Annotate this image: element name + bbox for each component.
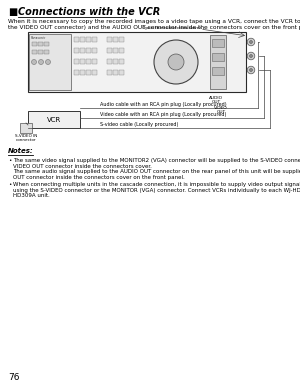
Text: Notes:: Notes:: [8, 148, 34, 154]
Text: the VIDEO OUT connector) and the AUDIO OUT connector inside the connectors cover: the VIDEO OUT connector) and the AUDIO O…: [8, 25, 300, 30]
Bar: [86, 48, 91, 53]
Text: S-video cable (Locally procured): S-video cable (Locally procured): [100, 122, 178, 127]
Bar: [38, 50, 43, 54]
Text: AUDIO: AUDIO: [209, 96, 223, 100]
Circle shape: [250, 40, 253, 44]
Circle shape: [168, 54, 184, 70]
Bar: [20, 123, 32, 133]
Text: When connecting multiple units in the cascade connection, it is impossible to su: When connecting multiple units in the ca…: [13, 182, 300, 187]
Bar: [210, 35, 226, 89]
Bar: [113, 70, 118, 75]
Bar: [107, 59, 112, 63]
Bar: [38, 42, 43, 46]
Bar: [119, 59, 124, 63]
Bar: [86, 70, 91, 75]
Bar: [107, 37, 112, 42]
Text: Open the connectors cover.: Open the connectors cover.: [142, 26, 202, 30]
Text: The same video signal supplied to the MONITOR2 (VGA) connector will be supplied : The same video signal supplied to the MO…: [13, 158, 300, 163]
Bar: [80, 59, 85, 63]
Text: When it is necessary to copy the recorded images to a video tape using a VCR, co: When it is necessary to copy the recorde…: [8, 19, 300, 24]
Bar: [28, 32, 246, 92]
Bar: [92, 48, 97, 53]
Circle shape: [46, 60, 50, 65]
Bar: [44, 50, 49, 54]
Bar: [212, 39, 224, 47]
Bar: [113, 37, 118, 42]
Bar: [107, 70, 112, 75]
Circle shape: [247, 38, 255, 46]
Text: Audio cable with an RCA pin plug (Locally procured): Audio cable with an RCA pin plug (Locall…: [100, 102, 226, 107]
Bar: [92, 59, 97, 63]
Bar: [92, 70, 97, 75]
Circle shape: [247, 52, 255, 60]
Text: Panasonic: Panasonic: [31, 36, 46, 40]
Bar: [74, 70, 79, 75]
Bar: [86, 37, 91, 42]
Bar: [80, 48, 85, 53]
Bar: [107, 48, 112, 53]
Bar: [119, 48, 124, 53]
Text: S-VIDEO IN: S-VIDEO IN: [15, 134, 37, 138]
Bar: [74, 37, 79, 42]
Bar: [113, 48, 118, 53]
Bar: [212, 53, 224, 61]
Bar: [92, 37, 97, 42]
Text: OUT: OUT: [216, 110, 226, 114]
Text: OUT connector inside the connectors cover on the front panel.: OUT connector inside the connectors cove…: [13, 175, 185, 179]
Circle shape: [32, 60, 37, 65]
Bar: [212, 67, 224, 75]
Circle shape: [154, 40, 198, 84]
Circle shape: [250, 54, 253, 58]
Text: connector: connector: [16, 138, 36, 142]
Bar: [86, 59, 91, 63]
Circle shape: [38, 60, 43, 65]
Bar: [74, 48, 79, 53]
Bar: [113, 59, 118, 63]
Text: VIDEO: VIDEO: [214, 106, 228, 110]
Text: Connections with the VCR: Connections with the VCR: [18, 7, 160, 17]
Bar: [44, 42, 49, 46]
Circle shape: [250, 68, 253, 72]
Text: ■: ■: [8, 7, 17, 17]
Text: 76: 76: [8, 373, 20, 382]
Text: HD309A unit.: HD309A unit.: [13, 193, 50, 198]
Bar: [28, 111, 80, 128]
Text: Video cable with an RCA pin plug (Locally procured): Video cable with an RCA pin plug (Locall…: [100, 112, 226, 117]
Circle shape: [247, 66, 255, 74]
Text: OUT: OUT: [212, 100, 220, 104]
Text: VIDEO OUT connector inside the connectors cover.: VIDEO OUT connector inside the connector…: [13, 163, 152, 168]
Bar: [32, 50, 37, 54]
Bar: [29, 34, 71, 90]
Bar: [74, 59, 79, 63]
Text: VCR: VCR: [47, 116, 61, 123]
Bar: [119, 70, 124, 75]
Bar: [80, 70, 85, 75]
Bar: [119, 37, 124, 42]
Bar: [32, 42, 37, 46]
Text: •: •: [8, 158, 11, 163]
Text: •: •: [8, 182, 11, 187]
Text: using the S-VIDEO connector or the MONITOR (VGA) connector. Connect VCRs individ: using the S-VIDEO connector or the MONIT…: [13, 187, 300, 193]
Text: The same audio signal supplied to the AUDIO OUT connector on the rear panel of t: The same audio signal supplied to the AU…: [13, 169, 300, 174]
Bar: [80, 37, 85, 42]
